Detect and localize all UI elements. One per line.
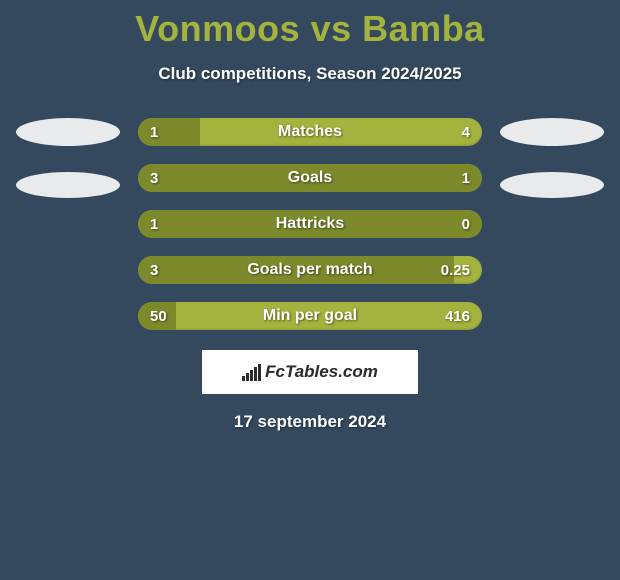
brand-text: FcTables.com [265, 362, 378, 382]
comparison-panel: 1 Matches 4 3 Goals 1 1 Hattricks 0 3 Go… [0, 118, 620, 330]
stat-label: Goals per match [138, 256, 482, 284]
stat-value-right: 4 [462, 118, 470, 146]
bar-chart-icon [242, 363, 261, 381]
stat-value-right: 0 [462, 210, 470, 238]
brand-badge: FcTables.com [202, 350, 418, 394]
stat-label: Matches [138, 118, 482, 146]
avatar-placeholder [16, 172, 120, 198]
stat-row-min-per-goal: 50 Min per goal 416 [138, 302, 482, 330]
stat-value-right: 1 [462, 164, 470, 192]
date-text: 17 september 2024 [0, 412, 620, 432]
stat-bars: 1 Matches 4 3 Goals 1 1 Hattricks 0 3 Go… [138, 118, 482, 330]
stat-label: Hattricks [138, 210, 482, 238]
player-left-column [12, 118, 124, 198]
stat-row-hattricks: 1 Hattricks 0 [138, 210, 482, 238]
subtitle: Club competitions, Season 2024/2025 [0, 64, 620, 84]
stat-row-goals: 3 Goals 1 [138, 164, 482, 192]
avatar-placeholder [500, 172, 604, 198]
player-right-column [496, 118, 608, 198]
stat-row-goals-per-match: 3 Goals per match 0.25 [138, 256, 482, 284]
avatar-placeholder [16, 118, 120, 146]
stat-value-right: 0.25 [441, 256, 470, 284]
stat-value-right: 416 [445, 302, 470, 330]
avatar-placeholder [500, 118, 604, 146]
stat-label: Goals [138, 164, 482, 192]
stat-label: Min per goal [138, 302, 482, 330]
page-title: Vonmoos vs Bamba [0, 0, 620, 50]
stat-row-matches: 1 Matches 4 [138, 118, 482, 146]
